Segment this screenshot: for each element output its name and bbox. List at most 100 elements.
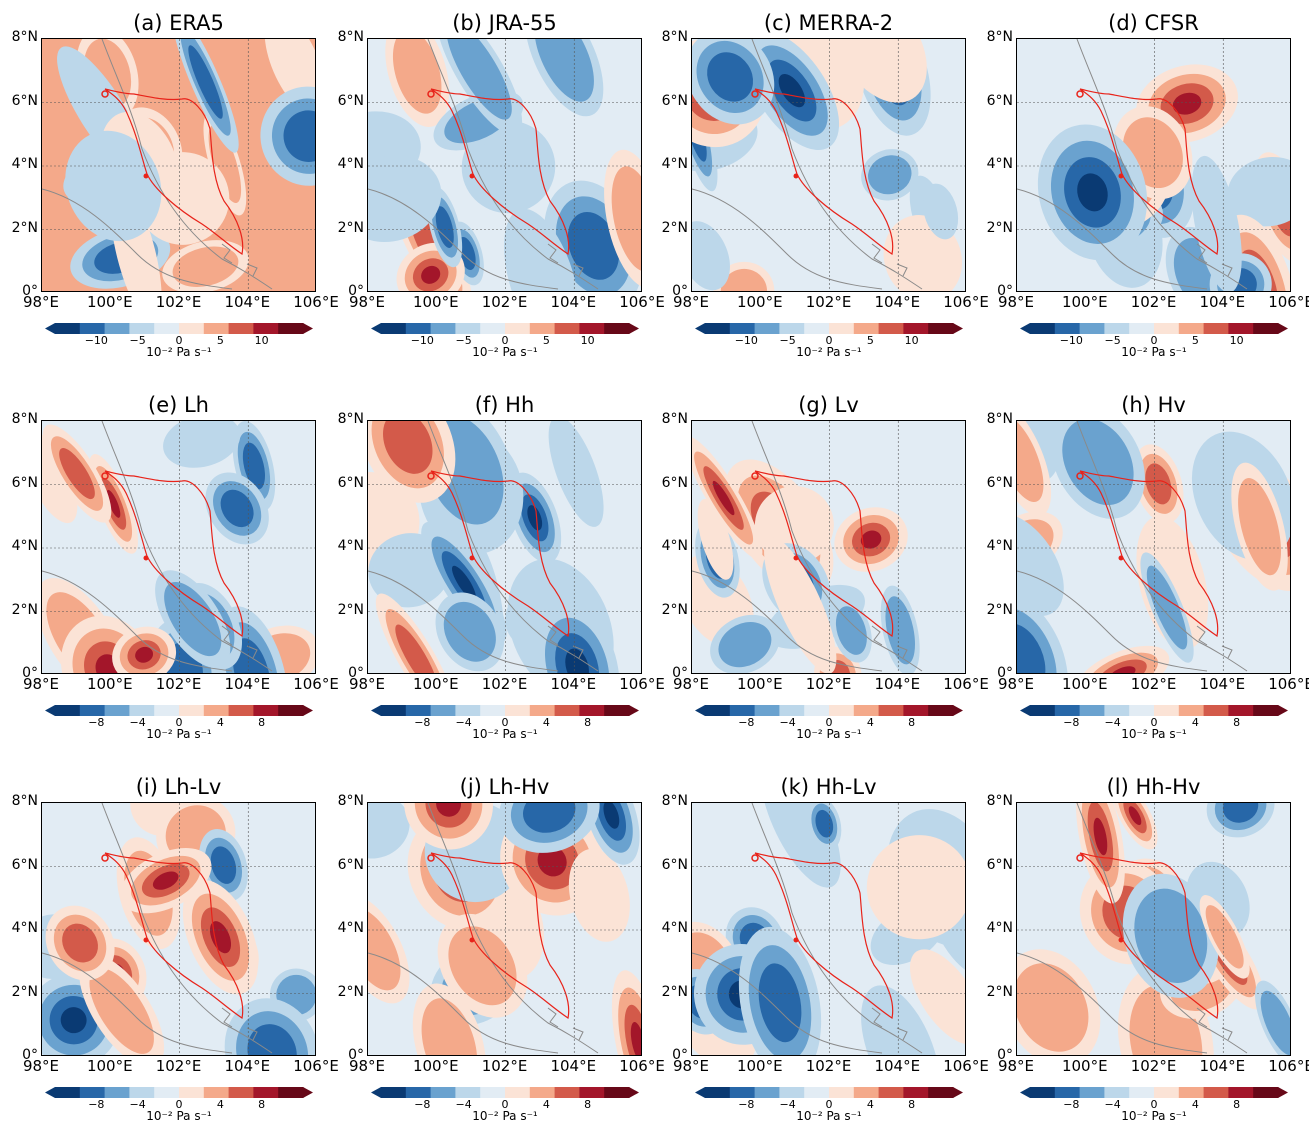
- contour-level: [208, 124, 242, 204]
- island-marker: [793, 555, 799, 561]
- coastline: [751, 803, 923, 1054]
- contour-level: [59, 448, 95, 500]
- colorbar-segment: [1178, 705, 1205, 716]
- colorbar-segment: [278, 1087, 304, 1098]
- contour-level: [152, 871, 179, 890]
- contour-level: [1017, 963, 1089, 1052]
- colorbar-tick-label: −5: [779, 334, 796, 347]
- island-marker: [751, 854, 759, 862]
- contour-level: [537, 845, 567, 877]
- colorbar-segment: [1253, 705, 1279, 716]
- colorbar-segment: [754, 1087, 780, 1098]
- longitude-label: 102°E: [481, 293, 528, 311]
- colorbar-segment: [253, 323, 279, 334]
- colorbar-tick-label: −5: [129, 334, 146, 347]
- colorbar-tick-label: 4: [1191, 1098, 1199, 1111]
- colorbar-tick-label: −8: [414, 1098, 431, 1111]
- island-marker: [469, 555, 475, 561]
- colorbar-extend-min: [1020, 1087, 1030, 1098]
- map-panel: [367, 802, 642, 1056]
- contour-level: [451, 565, 476, 600]
- colorbar-segment: [505, 705, 531, 716]
- contour-level: [909, 949, 965, 1045]
- colorbar-tick-label: 0: [825, 716, 833, 729]
- longitude-label: 104°E: [224, 293, 271, 311]
- contour-level: [446, 39, 512, 120]
- island-marker: [143, 173, 149, 179]
- map-panel: [691, 38, 966, 292]
- colorbar-segment: [829, 323, 855, 334]
- longitude-label: 102°E: [155, 293, 202, 311]
- longitude-label: 98°E: [348, 675, 386, 693]
- colorbar-segment: [579, 1087, 605, 1098]
- colorbar-extend-max: [629, 1087, 639, 1098]
- contour-level: [368, 907, 401, 991]
- contour-level: [565, 648, 589, 673]
- colorbar-tick-label: 0: [501, 716, 509, 729]
- colorbar: [45, 705, 313, 716]
- longitude-label: 102°E: [1130, 675, 1177, 693]
- latitude-label: 4°N: [986, 156, 1013, 172]
- colorbar-segment: [1054, 323, 1081, 334]
- contour-level: [368, 155, 442, 243]
- contour-level: [209, 921, 232, 954]
- colorbar-tick-label: 10: [904, 334, 919, 347]
- colorbar-unit-label: 10⁻² Pa s⁻¹: [472, 345, 538, 359]
- colorbar-segment: [579, 323, 605, 334]
- colorbar-segment: [928, 1087, 954, 1098]
- longitude-label: 104°E: [224, 675, 271, 693]
- contour-level: [1098, 659, 1147, 673]
- contour-level: [1260, 990, 1290, 1055]
- island-outline: [547, 243, 584, 277]
- longitude-label: 98°E: [997, 1057, 1035, 1075]
- longitude-label: 100°E: [1061, 1057, 1108, 1075]
- panel-title: (f) Hh: [474, 393, 535, 417]
- colorbar-tick-label: −4: [455, 716, 472, 729]
- colorbar-segment: [1079, 323, 1105, 334]
- colorbar-segment: [79, 705, 106, 716]
- island-marker: [1076, 90, 1084, 98]
- island-marker: [1076, 472, 1084, 480]
- colorbar-segment: [104, 323, 130, 334]
- colorbar: [695, 323, 963, 334]
- peninsula-boundary: [430, 88, 570, 255]
- peninsula-boundary: [104, 88, 244, 255]
- colorbar-segment: [804, 323, 830, 334]
- colorbar-tick-label: −8: [1063, 716, 1080, 729]
- contour-level: [867, 155, 912, 195]
- contour-level: [1145, 463, 1172, 505]
- latitude-label: 0°: [672, 283, 688, 299]
- colorbar-extend-min: [695, 323, 705, 334]
- colorbar-segment: [928, 705, 954, 716]
- contour-level: [548, 421, 604, 527]
- colorbar-tick-label: 0: [1150, 716, 1158, 729]
- contour-level: [527, 505, 543, 531]
- colorbar-segment: [928, 323, 954, 334]
- colorbar-tick-label: −4: [779, 716, 796, 729]
- colorbar: [1020, 323, 1288, 334]
- longitude-label: 102°E: [1130, 1057, 1177, 1075]
- contour-level: [630, 1022, 641, 1055]
- contour-level: [283, 110, 315, 162]
- contour-level: [448, 926, 517, 1006]
- colorbar-segment: [604, 323, 630, 334]
- contour-level: [603, 803, 620, 829]
- colorbar-segment: [278, 705, 304, 716]
- contour-level: [421, 998, 478, 1055]
- peninsula-boundary: [430, 470, 570, 637]
- latitude-label: 4°N: [337, 156, 364, 172]
- colorbar-segment: [554, 705, 580, 716]
- longitude-label: 100°E: [412, 293, 459, 311]
- colorbar-segment: [729, 705, 756, 716]
- contour-level: [568, 848, 630, 942]
- coastline: [42, 188, 233, 290]
- colorbar-segment: [903, 1087, 929, 1098]
- island-outline: [1196, 625, 1233, 659]
- longitude-label: 106°E: [619, 293, 665, 311]
- colorbar-extend-max: [953, 323, 963, 334]
- coastline: [368, 570, 559, 672]
- map-panel: [41, 38, 316, 292]
- colorbar-tick-label: 10: [580, 334, 595, 347]
- island-marker: [751, 472, 759, 480]
- colorbar-tick-label: 8: [258, 716, 266, 729]
